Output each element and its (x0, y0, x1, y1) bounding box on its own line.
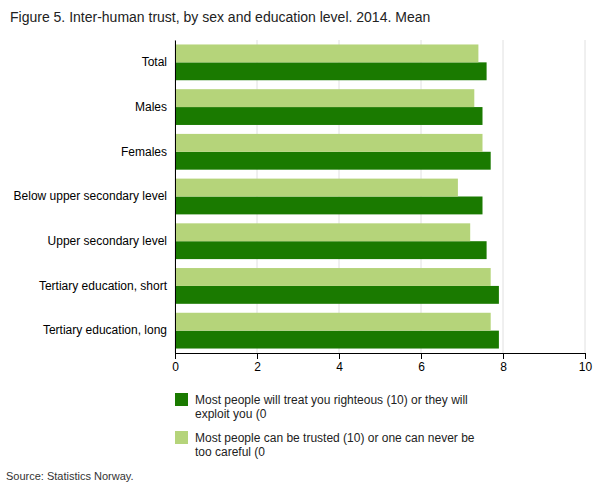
y-tick: Upper secondary level (48, 234, 175, 248)
x-axis: 0 2 4 6 8 10 (172, 353, 592, 374)
y-tick: Tertiary education, short (39, 279, 175, 293)
y-tick-label: Tertiary education, short (39, 279, 168, 293)
annotation: Source: Statistics Norway. (6, 470, 134, 482)
grid-line (585, 40, 586, 353)
legend-label: Most people will treat you righteous (10… (195, 393, 468, 421)
x-tick: 0 (172, 353, 179, 374)
x-tick-label: 2 (254, 360, 261, 374)
x-tick-mark (585, 353, 586, 359)
y-tick: Below upper secondary level (14, 189, 175, 203)
y-tick: Total (142, 55, 175, 69)
bar (175, 241, 487, 259)
legend-swatch (175, 431, 188, 444)
bar (175, 331, 499, 349)
y-tick-label: Upper secondary level (48, 234, 167, 248)
bar (175, 268, 491, 286)
x-tick-mark (175, 353, 176, 359)
x-tick-label: 10 (579, 360, 593, 374)
x-tick: 10 (579, 353, 593, 374)
grid-line (175, 40, 176, 353)
x-tick: 8 (500, 353, 507, 374)
legend-swatch (175, 393, 188, 406)
bar (175, 179, 458, 197)
bar (175, 62, 487, 80)
y-tick-label: Total (142, 55, 167, 69)
bar-series (175, 62, 499, 348)
y-axis-line (175, 41, 176, 354)
x-tick-label: 4 (336, 360, 343, 374)
bar (175, 44, 478, 62)
y-tick-label: Tertiary education, long (43, 323, 167, 337)
y-tick-label: Below upper secondary level (14, 189, 167, 203)
bar (175, 134, 483, 152)
grid-line (503, 40, 504, 353)
x-tick: 4 (336, 353, 343, 374)
grid (175, 40, 585, 353)
x-tick-mark (339, 353, 340, 359)
y-tick: Males (135, 100, 175, 114)
plot: 0 2 4 6 8 10 Total Males Females Below upper seco… (14, 40, 593, 374)
x-tick-mark (503, 353, 504, 359)
x-tick: 6 (418, 353, 425, 374)
bar (175, 223, 470, 241)
title: Figure 5. Inter-human trust, by sex and … (10, 9, 430, 25)
legend-label: Most people can be trusted (10) or one c… (195, 431, 475, 459)
x-tick-label: 0 (172, 360, 179, 374)
legend-item: Most people can be trusted (10) or one c… (175, 431, 475, 459)
bar (175, 197, 483, 215)
bar (175, 152, 491, 170)
x-axis-line (176, 354, 586, 360)
bar (175, 313, 491, 331)
y-axis: Total Males Females Below upper secondary l… (14, 41, 176, 354)
legend: Most people will treat you righteous (10… (175, 393, 475, 459)
y-tick: Tertiary education, long (43, 323, 175, 337)
chart: Figure 5. Inter-human trust, by sex and … (0, 0, 610, 488)
x-tick-mark (421, 353, 422, 359)
x-tick-label: 6 (418, 360, 425, 374)
x-tick-mark (257, 353, 258, 359)
x-tick: 2 (254, 353, 261, 374)
bars (175, 44, 499, 348)
bar-series (175, 44, 491, 330)
bar (175, 107, 483, 125)
legend-item: Most people will treat you righteous (10… (175, 393, 468, 421)
bar (175, 286, 499, 304)
x-tick-label: 8 (500, 360, 507, 374)
y-tick: Females (121, 145, 175, 159)
bar (175, 89, 474, 107)
y-tick-label: Males (135, 100, 167, 114)
y-tick-label: Females (121, 145, 167, 159)
